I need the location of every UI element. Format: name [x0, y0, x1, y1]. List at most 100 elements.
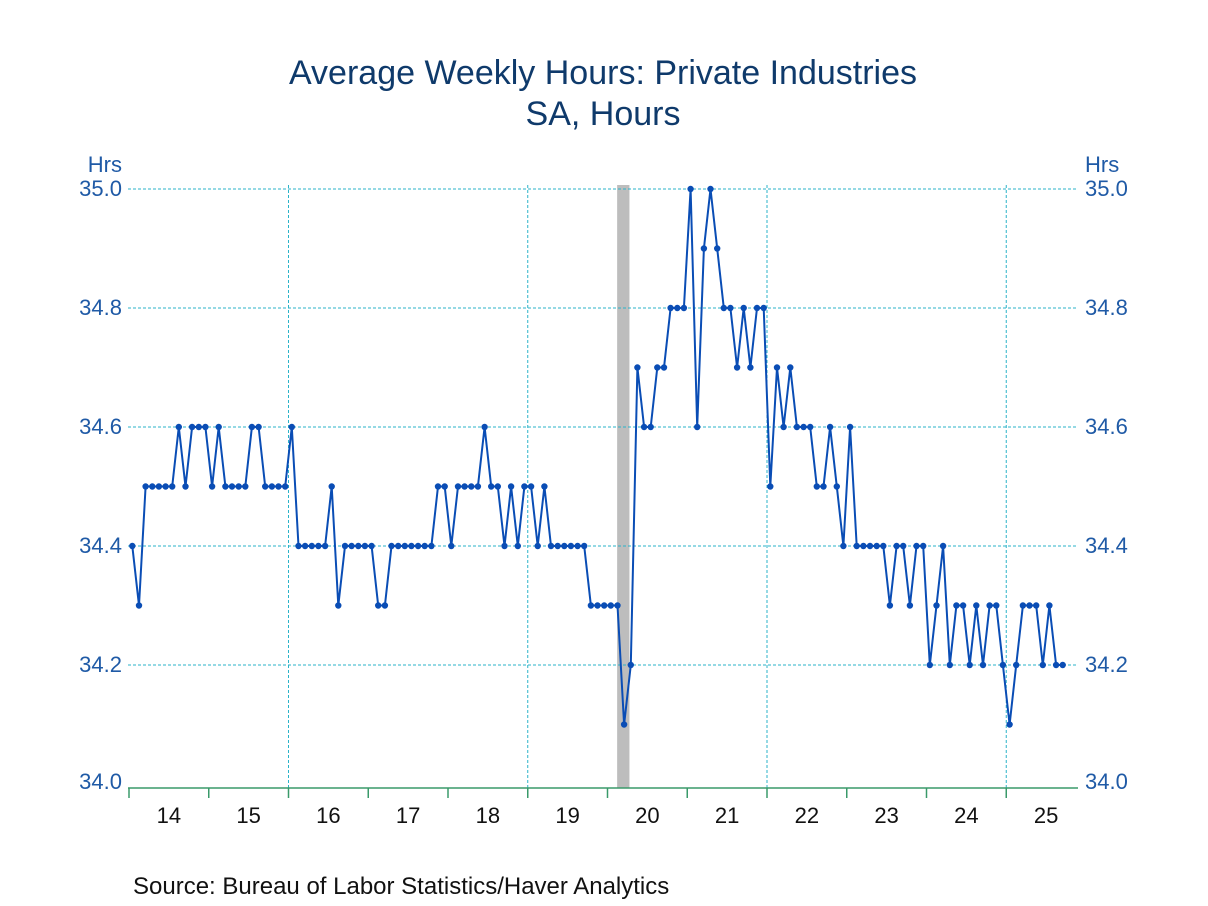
- data-point: [335, 602, 342, 609]
- data-point: [401, 542, 408, 550]
- x-tick-label: 25: [1034, 803, 1058, 828]
- data-point: [175, 423, 182, 431]
- data-point: [953, 602, 960, 609]
- data-point: [946, 661, 953, 669]
- data-point: [228, 483, 236, 490]
- data-point: [315, 542, 322, 550]
- data-point: [607, 602, 614, 609]
- data-point: [594, 602, 601, 609]
- data-point: [886, 602, 894, 609]
- data-point: [188, 423, 196, 431]
- data-point: [501, 542, 508, 550]
- data-point: [787, 364, 794, 371]
- data-point: [667, 304, 674, 312]
- data-point: [474, 483, 482, 490]
- data-point: [434, 483, 442, 490]
- data-point: [361, 542, 369, 550]
- data-point: [1046, 602, 1053, 609]
- data-point: [574, 542, 581, 550]
- data-point: [614, 602, 621, 609]
- data-point: [169, 483, 176, 490]
- data-point: [414, 542, 422, 550]
- data-point: [581, 542, 588, 550]
- data-point: [647, 423, 654, 431]
- x-tick-label: 16: [316, 803, 340, 828]
- data-point: [1059, 661, 1066, 669]
- data-point: [454, 483, 462, 490]
- data-point: [375, 602, 382, 609]
- data-point: [973, 602, 980, 609]
- series-line: [131, 188, 1063, 726]
- data-point: [494, 483, 501, 490]
- x-tick-label: 20: [635, 803, 659, 828]
- y-tick-label-left: 34.0: [79, 769, 122, 794]
- data-point: [733, 364, 741, 371]
- data-point: [248, 423, 256, 431]
- data-point: [527, 483, 535, 490]
- data-point: [986, 602, 993, 609]
- data-point: [149, 483, 156, 490]
- data-point: [348, 542, 355, 550]
- x-tick-label: 17: [396, 803, 420, 828]
- data-point: [627, 661, 634, 669]
- data-point: [461, 483, 468, 490]
- data-point: [813, 483, 820, 490]
- data-point: [129, 542, 136, 550]
- data-point: [328, 483, 335, 490]
- data-point: [620, 721, 628, 728]
- data-point: [142, 483, 149, 490]
- x-tick-label: 22: [795, 803, 819, 828]
- data-point: [601, 602, 608, 609]
- y-tick-label-right: 34.6: [1085, 414, 1128, 439]
- data-point: [428, 542, 435, 550]
- data-point: [753, 304, 761, 312]
- data-point: [215, 423, 222, 431]
- data-point: [880, 542, 887, 550]
- y-tick-label-right: 34.4: [1085, 533, 1128, 558]
- x-tick-label: 21: [715, 803, 739, 828]
- x-axis: [128, 787, 1078, 798]
- data-point: [727, 304, 734, 312]
- data-point: [873, 542, 880, 550]
- data-point: [680, 304, 688, 312]
- y-tick-label-left: 34.4: [79, 533, 122, 558]
- data-point: [448, 542, 455, 550]
- data-point: [767, 483, 774, 490]
- data-point: [1026, 602, 1033, 609]
- y-tick-label-right: 34.8: [1085, 295, 1128, 320]
- data-point: [807, 423, 814, 431]
- y-axis-right: 34.0 34.2 34.4 34.6 34.8 35.0: [1085, 176, 1128, 794]
- data-point: [740, 304, 747, 312]
- data-point: [208, 483, 216, 490]
- data-point: [660, 364, 668, 371]
- y-tick-label-left: 35.0: [79, 176, 122, 201]
- data-point: [514, 542, 521, 550]
- data-point: [860, 542, 867, 550]
- data-point: [1006, 721, 1013, 728]
- data-point: [321, 542, 329, 550]
- x-tick-label: 15: [236, 803, 260, 828]
- x-tick-label: 18: [476, 803, 500, 828]
- data-point: [893, 542, 900, 550]
- data-point: [939, 542, 947, 550]
- y-tick-label-right: 34.0: [1085, 769, 1128, 794]
- data-point: [800, 423, 807, 431]
- data-point: [793, 423, 801, 431]
- data-point: [222, 483, 229, 490]
- data-point: [481, 423, 488, 431]
- gridlines: [128, 185, 1078, 788]
- series-hours: [129, 185, 1066, 728]
- source-note: Source: Bureau of Labor Statistics/Haver…: [133, 873, 669, 900]
- y-axis-unit-right: Hrs: [1085, 152, 1119, 177]
- chart-subtitle: SA, Hours: [526, 95, 681, 133]
- data-point: [1019, 602, 1027, 609]
- data-point: [906, 602, 914, 609]
- data-point: [747, 364, 754, 371]
- y-tick-label-right: 35.0: [1085, 176, 1128, 201]
- data-point: [866, 542, 874, 550]
- data-point: [554, 542, 561, 550]
- data-point: [195, 423, 202, 431]
- data-point: [966, 661, 973, 669]
- data-point: [720, 304, 727, 312]
- data-point: [341, 542, 349, 550]
